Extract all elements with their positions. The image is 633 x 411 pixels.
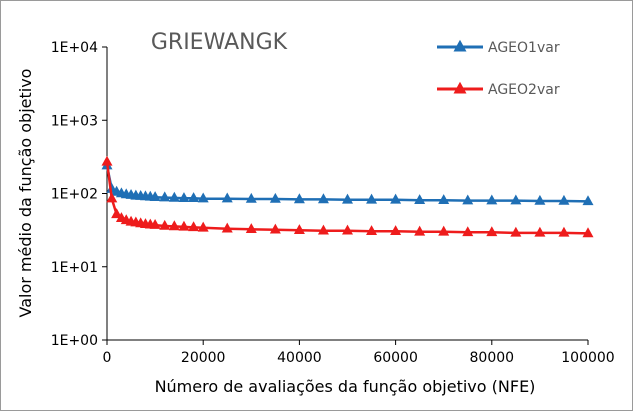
data-point-ageo2var (366, 225, 378, 236)
data-point-ageo2var (188, 221, 200, 232)
data-point-ageo2var (582, 227, 594, 238)
y-tick-label: 1E+02 (51, 187, 98, 203)
legend-marker-ageo1var (453, 39, 467, 52)
data-point-ageo1var (582, 195, 594, 206)
data-point-ageo2var (390, 225, 402, 236)
data-point-ageo1var (342, 193, 353, 204)
data-point-ageo1var (221, 192, 233, 203)
x-tick-label: 40000 (277, 350, 322, 366)
data-point-ageo2var (462, 226, 474, 237)
data-point-ageo1var (558, 194, 570, 205)
data-point-ageo2var (111, 208, 123, 219)
data-point-ageo1var (168, 191, 180, 202)
data-point-ageo1var (197, 192, 209, 203)
data-point-ageo2var (486, 226, 498, 237)
data-point-ageo2var (106, 192, 118, 203)
y-tick-label: 1E+01 (51, 260, 98, 276)
data-point-ageo2var (293, 224, 305, 235)
y-tick-label: 1E+03 (51, 113, 98, 129)
data-point-ageo1var (178, 192, 190, 203)
data-point-ageo1var (510, 194, 522, 205)
data-point-ageo2var (414, 225, 426, 236)
data-point-ageo1var (245, 192, 257, 203)
data-point-ageo2var (438, 225, 450, 236)
data-point-ageo1var (534, 194, 546, 205)
chart-title: GRIEWANGK (151, 30, 288, 55)
data-point-ageo1var (390, 193, 402, 204)
x-axis-title: Número de avaliações da função objetivo … (155, 377, 536, 396)
x-tick-label: 80000 (470, 350, 515, 366)
x-tick-label: 100000 (561, 350, 614, 366)
data-point-ageo2var (510, 226, 522, 237)
series-layer (101, 155, 594, 238)
legend: AGEO1var AGEO2var (437, 39, 560, 98)
x-tick-label: 60000 (373, 350, 418, 366)
data-point-ageo2var (245, 223, 257, 234)
data-point-ageo2var (534, 226, 546, 237)
data-point-ageo2var (269, 223, 281, 234)
y-axis-title: Valor médio da função objetivo (16, 69, 35, 318)
x-tick-label: 0 (103, 350, 112, 366)
data-point-ageo1var (269, 192, 281, 203)
data-point-ageo1var (462, 194, 474, 205)
axes: 1E+00 1E+01 1E+02 1E+03 1E+04 0 20000 40000 6000… (51, 40, 615, 366)
data-point-ageo2var (168, 220, 180, 231)
data-point-ageo1var (159, 191, 171, 202)
data-point-ageo2var (221, 222, 233, 233)
data-point-ageo1var (293, 193, 305, 204)
data-point-ageo1var (366, 193, 378, 204)
data-point-ageo2var (197, 221, 209, 232)
data-point-ageo1var (188, 192, 200, 203)
x-tick-label: 20000 (181, 350, 226, 366)
legend-label: AGEO1var (488, 40, 560, 56)
y-tick-label: 1E+04 (51, 40, 98, 56)
data-point-ageo2var (101, 155, 113, 166)
data-point-ageo1var (414, 194, 426, 204)
data-point-ageo1var (149, 191, 161, 201)
data-point-ageo2var (159, 219, 171, 230)
y-tick-label: 1E+00 (51, 333, 98, 349)
data-point-ageo2var (178, 220, 190, 231)
data-point-ageo1var (317, 193, 329, 204)
data-point-ageo1var (438, 194, 450, 204)
data-point-ageo2var (149, 218, 161, 229)
data-point-ageo2var (558, 226, 570, 237)
legend-marker-ageo2var (453, 81, 467, 94)
data-point-ageo2var (342, 224, 353, 235)
data-point-ageo2var (317, 224, 329, 235)
data-point-ageo1var (486, 194, 498, 205)
legend-label: AGEO2var (488, 82, 560, 98)
